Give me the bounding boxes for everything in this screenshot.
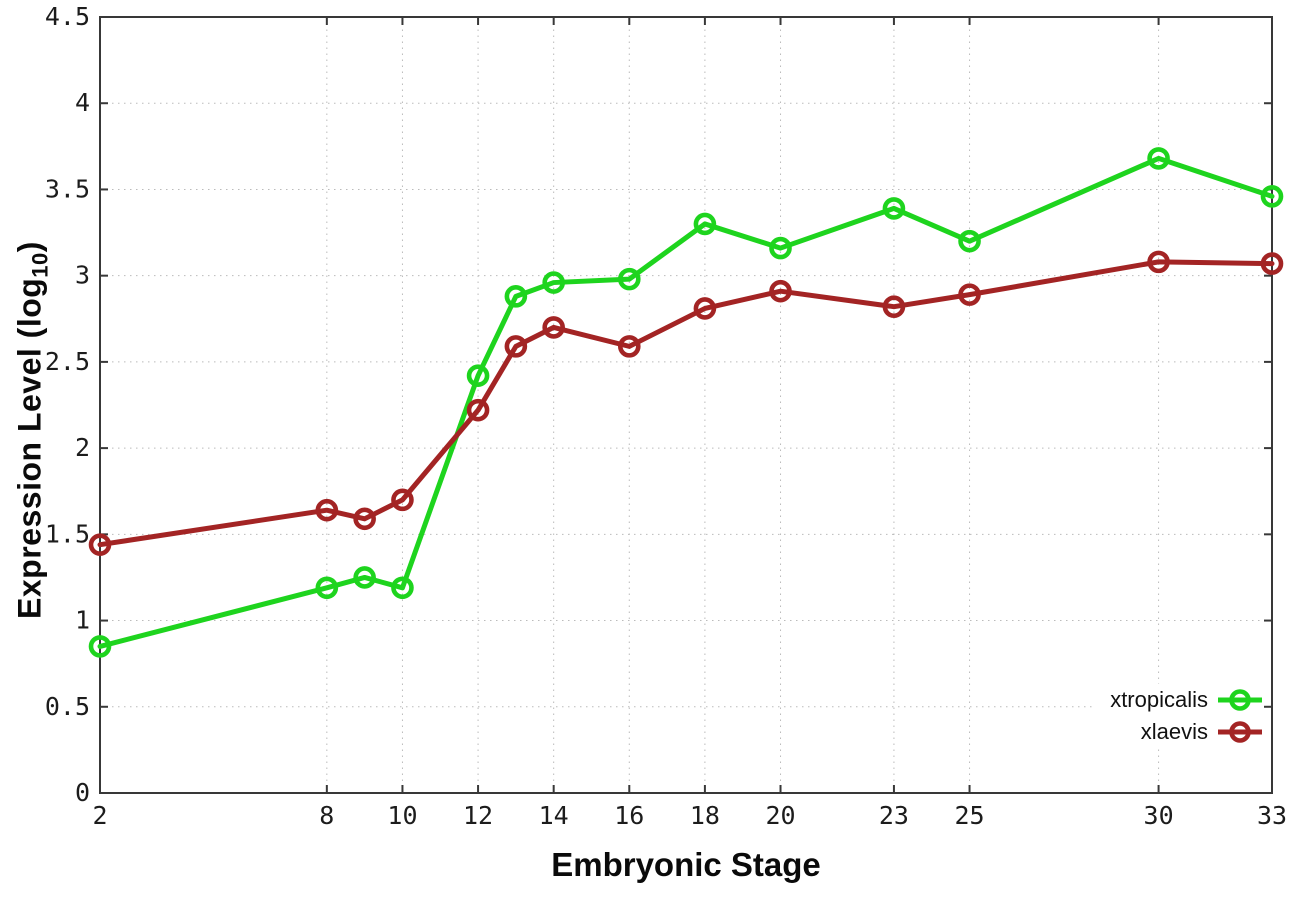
- legend: xtropicalis xlaevis: [1096, 684, 1263, 747]
- x-tick-label: 23: [879, 801, 909, 830]
- legend-entry-xtropicalis: xtropicalis: [1110, 684, 1263, 715]
- data-point-marker-xlaevis: [882, 295, 906, 319]
- data-point-marker-xlaevis: [391, 488, 414, 512]
- series-layer: [88, 147, 1284, 658]
- y-tick-label: 3: [75, 261, 90, 290]
- y-tick-label: 1: [75, 606, 90, 635]
- legend-label: xlaevis: [1140, 718, 1208, 744]
- series-line-xtropicalis: [97, 155, 1275, 649]
- legend-label: xtropicalis: [1110, 686, 1208, 712]
- data-point-marker-xlaevis: [88, 533, 112, 556]
- grid-layer: [99, 16, 1273, 794]
- y-axis-title-main: Expression Level (log: [11, 277, 48, 619]
- data-point-marker-xlaevis: [542, 316, 565, 339]
- data-point-marker-xtropicalis: [391, 576, 414, 600]
- data-point-marker-xlaevis: [693, 297, 717, 320]
- data-point-marker-xlaevis: [769, 279, 792, 303]
- data-point-marker-xtropicalis: [769, 236, 792, 260]
- data-point-marker-xlaevis: [1260, 252, 1284, 275]
- data-point-marker-xlaevis: [958, 283, 981, 306]
- data-point-marker-xtropicalis: [542, 271, 565, 294]
- data-point-marker-xtropicalis: [315, 576, 339, 600]
- y-tick-label: 2.5: [45, 347, 90, 376]
- data-point-marker-xtropicalis: [88, 635, 112, 658]
- data-point-marker-xtropicalis: [353, 566, 376, 589]
- y-tick-label: 4.5: [45, 2, 90, 31]
- legend-marker-icon: [1218, 720, 1262, 743]
- data-point-marker-xlaevis: [1147, 250, 1170, 274]
- y-axis-title-end: ): [11, 241, 48, 253]
- y-axis-title: Expression Level (log10): [11, 241, 53, 619]
- data-point-marker-xlaevis: [466, 398, 490, 422]
- data-point-marker-xtropicalis: [466, 364, 490, 387]
- x-tick-label: 10: [387, 801, 417, 830]
- data-point-marker-xtropicalis: [1147, 147, 1170, 170]
- data-point-marker-xtropicalis: [958, 229, 981, 253]
- x-tick-label: 2: [92, 801, 107, 830]
- plot-border: [99, 16, 1273, 794]
- legend-marker-icon: [1218, 688, 1262, 711]
- x-tick-label: 20: [765, 801, 795, 830]
- data-point-marker-xlaevis: [617, 335, 641, 358]
- y-tick-label: 0: [75, 778, 90, 807]
- y-tick-label: 4: [75, 88, 90, 117]
- x-tick-label: 16: [614, 801, 644, 830]
- axis-layer: 2 8 10 12 14 16 18 20 23 25 30 33 0 0.5 1 1.5 2 2.5 3 3.5 4 4…: [45, 2, 1287, 830]
- data-point-marker-xlaevis: [353, 507, 376, 531]
- data-point-marker-xtropicalis: [693, 212, 717, 236]
- series-line-xlaevis: [97, 259, 1275, 548]
- x-tick-label: 33: [1257, 801, 1287, 830]
- data-point-marker-xlaevis: [315, 498, 339, 522]
- data-point-marker-xlaevis: [504, 335, 528, 358]
- x-tick-label: 8: [319, 801, 334, 830]
- y-tick-label: 2: [75, 433, 90, 462]
- data-point-marker-xtropicalis: [882, 197, 906, 220]
- x-tick-label: 18: [690, 801, 720, 830]
- y-tick-label: 3.5: [45, 174, 90, 203]
- x-tick-label: 12: [463, 801, 493, 830]
- data-point-marker-xtropicalis: [617, 267, 641, 291]
- y-tick-label: 1.5: [45, 519, 90, 548]
- y-axis-title-subscript: 10: [27, 252, 53, 278]
- x-tick-label: 30: [1144, 801, 1174, 830]
- x-axis-title: Embryonic Stage: [551, 846, 821, 883]
- x-tick-label: 14: [539, 801, 569, 830]
- data-point-marker-xtropicalis: [1260, 185, 1284, 208]
- x-tick-label: 25: [954, 801, 984, 830]
- y-tick-label: 0.5: [45, 692, 90, 721]
- data-point-marker-xtropicalis: [504, 285, 528, 308]
- legend-entry-xlaevis: xlaevis: [1110, 716, 1263, 747]
